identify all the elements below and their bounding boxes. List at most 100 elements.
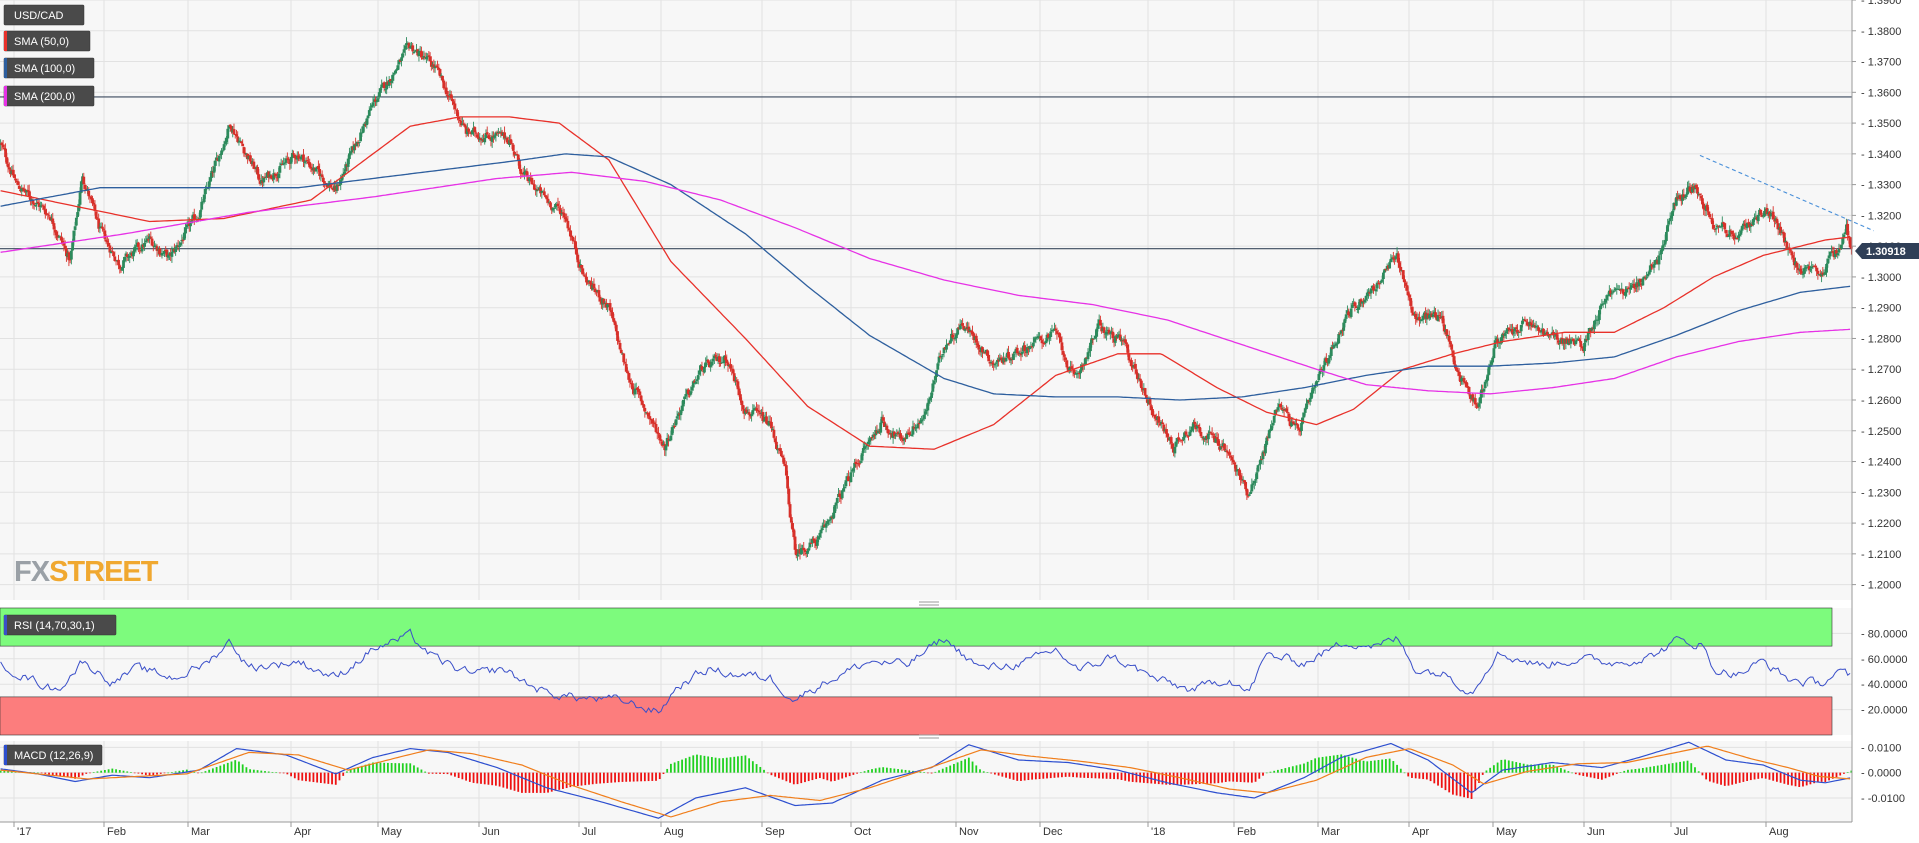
candle-body (302, 154, 305, 162)
candle-body (1343, 318, 1347, 324)
legend-sma50[interactable]: SMA (50,0) (3, 30, 91, 52)
macd-histogram-bar (1012, 772, 1015, 780)
candle-body (403, 45, 407, 50)
candle-body (14, 178, 17, 181)
macd-histogram-bar (1481, 772, 1484, 775)
macd-histogram-bar (1180, 772, 1182, 785)
candle-body (1257, 464, 1261, 466)
macd-histogram-bar (178, 770, 181, 773)
candle-body (174, 247, 178, 253)
macd-histogram-bar (1176, 772, 1179, 785)
candle-body (1040, 340, 1044, 344)
candle-body (698, 370, 701, 375)
grip-lines-icon[interactable] (919, 734, 939, 739)
x-tick-label: Jun (482, 826, 500, 838)
legend-sma100[interactable]: SMA (100,0) (3, 57, 95, 79)
candle-body (1450, 344, 1454, 350)
candle-body (1344, 314, 1348, 319)
candle-body (1713, 228, 1717, 230)
candle-body (876, 430, 880, 434)
macd-histogram-bar (807, 772, 810, 782)
candle-body (726, 362, 730, 366)
y-tick-label: - 1.3000 (1861, 272, 1901, 284)
macd-histogram-bar (1567, 771, 1570, 773)
candle-body (227, 125, 231, 129)
candle-body (991, 362, 994, 364)
macd-histogram-bar (1489, 767, 1492, 773)
macd-histogram-bar (617, 772, 620, 783)
macd-histogram-bar (416, 767, 419, 773)
macd-histogram-bar (1697, 771, 1700, 773)
legend-macd[interactable]: MACD (12,26,9) (3, 744, 103, 766)
candle-body (179, 242, 183, 245)
macd-histogram-bar (1474, 772, 1477, 791)
grip-lines-icon[interactable] (919, 601, 939, 606)
macd-histogram-bar (141, 772, 144, 775)
candle-body (657, 432, 660, 434)
candle-body (1674, 197, 1678, 206)
macd-histogram-bar (1656, 765, 1659, 773)
candle-body (1177, 437, 1181, 440)
candle-body (945, 344, 948, 350)
candle-body (91, 198, 94, 204)
macd-histogram-bar (387, 762, 389, 773)
candle-body (438, 69, 442, 77)
macd-histogram-bar (636, 772, 639, 782)
candle-body (1732, 234, 1735, 236)
candle-body (1507, 327, 1511, 330)
legend-sma200[interactable]: SMA (200,0) (3, 85, 95, 107)
candle-body (1280, 407, 1284, 410)
candle-body (1694, 185, 1698, 189)
candle-body (1336, 343, 1339, 345)
candle-body (546, 198, 550, 203)
candle-body (36, 201, 40, 204)
candle-body (1, 144, 5, 148)
candle-body (573, 241, 577, 249)
candle-body (771, 428, 775, 430)
candle-body (1741, 223, 1745, 227)
macd-histogram-bar (521, 772, 523, 793)
macd-histogram-bar (1344, 755, 1346, 773)
candle-body (1849, 246, 1853, 249)
x-tick-label: Aug (1769, 826, 1789, 838)
macd-histogram-bar (357, 766, 360, 773)
candle-body (1666, 224, 1670, 232)
candle-body (1809, 269, 1812, 271)
macd-histogram-bar (1165, 772, 1168, 785)
macd-histogram-bar (375, 762, 378, 773)
candle-body (606, 304, 610, 308)
legend-rsi[interactable]: RSI (14,70,30,1) (3, 614, 117, 636)
candle-body (962, 326, 966, 331)
sma100-line (0, 153, 1851, 401)
candle-body (819, 529, 823, 534)
candle-body (1506, 328, 1509, 332)
candle-body (382, 82, 386, 89)
candle-body (535, 189, 539, 192)
candle-body (308, 162, 312, 168)
candle-body (493, 135, 497, 138)
horizontal-lines (0, 96, 1852, 250)
candle-body (292, 153, 295, 155)
candle-body (1821, 272, 1825, 275)
macd-histogram-bar (1805, 772, 1808, 786)
macd-histogram-bar (1582, 772, 1585, 776)
candle-body (1574, 340, 1578, 345)
macd-histogram-bar (204, 771, 207, 773)
macd-histogram-bar (1124, 772, 1127, 781)
macd-histogram-bar (1425, 772, 1428, 780)
candle-body (623, 362, 627, 364)
legend-symbol[interactable]: USD/CAD (3, 4, 85, 26)
macd-histogram-bar (55, 772, 58, 776)
legend: USD/CAD SMA (50,0) SMA (100,0) SMA (200,… (3, 4, 117, 766)
candle-body (417, 51, 421, 57)
macd-histogram-bar (1362, 760, 1365, 773)
candle-body (554, 204, 557, 207)
macd-histogram-bar (96, 771, 99, 773)
candle-body (1771, 211, 1775, 220)
candle-body (650, 419, 654, 424)
candle-body (1084, 357, 1087, 365)
candle-body (562, 212, 566, 218)
candle-body (1086, 352, 1090, 360)
candle-body (41, 205, 45, 207)
candle-body (143, 242, 147, 247)
